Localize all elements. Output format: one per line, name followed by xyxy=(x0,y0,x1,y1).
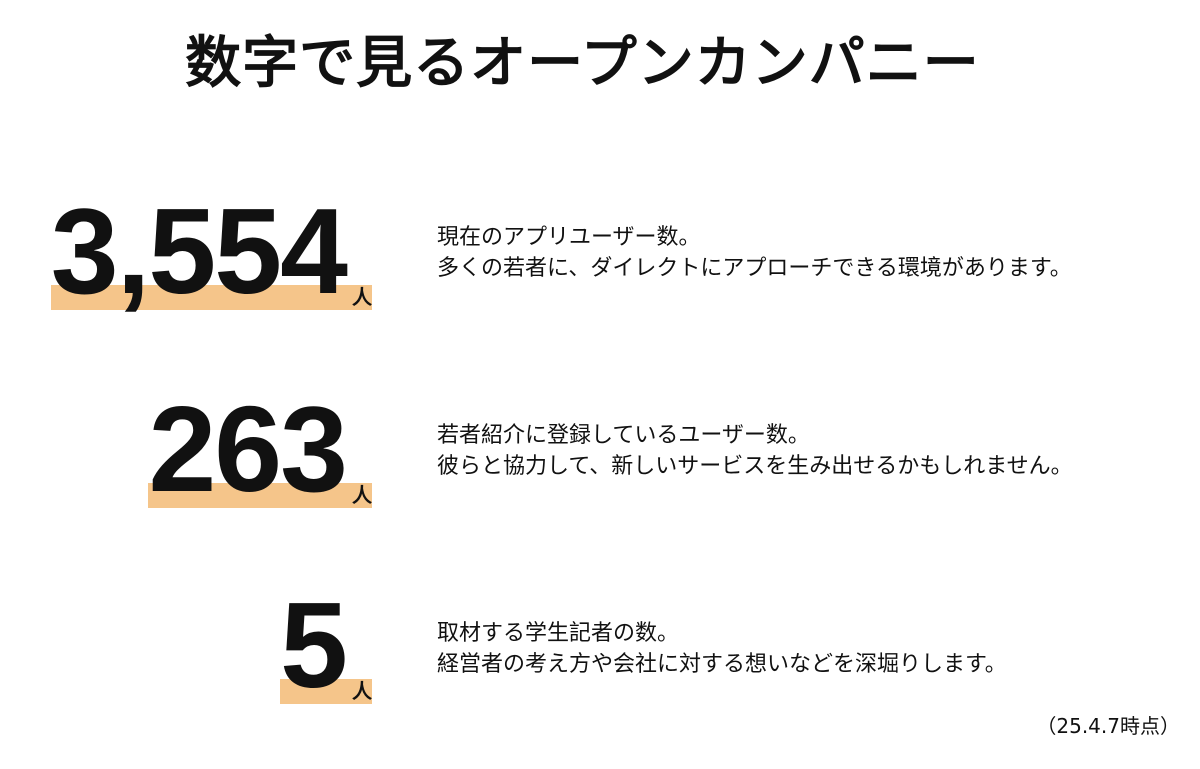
stat-description: 取材する学生記者の数。 経営者の考え方や会社に対する想いなどを深堀りします。 xyxy=(437,618,1007,680)
page-title: 数字で見るオープンカンパニー xyxy=(185,31,980,96)
stat-description: 現在のアプリユーザー数。 多くの若者に、ダイレクトにアプローチできる環境がありま… xyxy=(437,222,1072,284)
stat-unit: 人 xyxy=(352,285,372,309)
stat-value: 3,554 xyxy=(50,183,348,319)
stat-unit: 人 xyxy=(352,679,372,703)
description-line: 経営者の考え方や会社に対する想いなどを深堀りします。 xyxy=(437,652,1007,677)
description-line: 取材する学生記者の数。 xyxy=(437,621,680,646)
stat-value: 5 xyxy=(280,577,348,713)
description-line: 現在のアプリユーザー数。 xyxy=(437,225,701,250)
as-of-date-note: （25.4.7時点） xyxy=(1036,714,1180,738)
stat-unit: 人 xyxy=(352,483,372,507)
highlight-bar xyxy=(280,679,372,704)
stat-number: 5 人 xyxy=(280,584,372,706)
stat-description: 若者紹介に登録しているユーザー数。 彼らと協力して、新しいサービスを生み出せるか… xyxy=(437,420,1073,482)
description-line: 彼らと協力して、新しいサービスを生み出せるかもしれません。 xyxy=(437,454,1073,479)
highlight-bar xyxy=(148,483,372,508)
stat-value: 263 xyxy=(148,381,348,517)
description-line: 多くの若者に、ダイレクトにアプローチできる環境があります。 xyxy=(437,256,1072,281)
stat-number: 3,554 人 xyxy=(50,183,372,319)
stat-number: 263 人 xyxy=(148,388,372,510)
description-line: 若者紹介に登録しているユーザー数。 xyxy=(437,423,810,448)
highlight-bar xyxy=(50,285,372,310)
